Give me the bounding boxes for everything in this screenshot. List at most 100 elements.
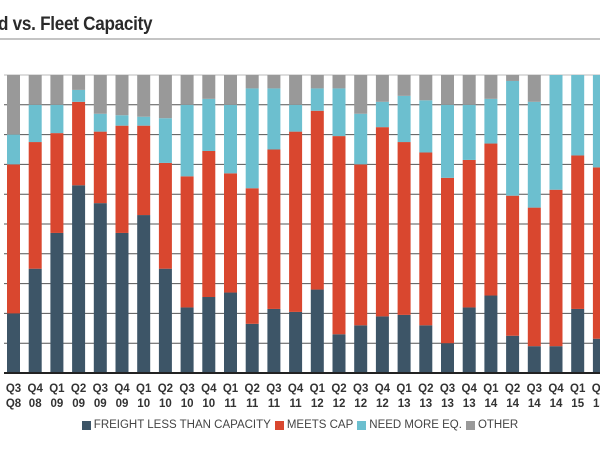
bar-segment-other-20	[441, 75, 454, 105]
x-tick-label: 13	[463, 398, 476, 410]
legend-label: FREIGHT LESS THAN CAPACITY	[93, 419, 271, 431]
bar-segment-meets-cap-0	[7, 164, 20, 314]
bar-segment-other-1	[28, 75, 42, 105]
bar-segment-meets-cap-16	[354, 164, 368, 326]
x-tick-label: Q8	[6, 398, 22, 410]
bar-segment-other-13	[289, 75, 303, 105]
x-tick-label: Q3	[440, 383, 455, 395]
bar-segment-other-16	[354, 75, 368, 114]
x-tick-label: 14	[528, 398, 541, 410]
bar-segment-other-24	[527, 75, 541, 102]
legend-swatch	[274, 420, 284, 430]
legend-swatch	[465, 420, 475, 430]
bar-segment-need-more-eq--13	[289, 104, 303, 132]
bar-segment-other-22	[484, 75, 498, 99]
x-tick-label: Q2	[71, 383, 86, 395]
x-tick-label: 10	[137, 398, 150, 410]
x-tick-label: 08	[29, 398, 42, 410]
legend-swatch	[81, 420, 91, 430]
bar-segment-meets-cap-14	[310, 110, 324, 290]
bar-segment-freight-less-than-capacity-21	[462, 307, 476, 373]
bar-segment-other-6	[137, 75, 151, 117]
bar-segment-meets-cap-7	[158, 162, 172, 269]
bar-segment-meets-cap-9	[202, 150, 216, 298]
bar-segment-meets-cap-12	[267, 149, 281, 309]
bar-segment-meets-cap-20	[441, 177, 454, 344]
bar-segment-need-more-eq--9	[202, 98, 216, 151]
x-tick-label: Q3	[266, 383, 281, 395]
x-tick-label: 14	[550, 398, 563, 410]
bar-segment-need-more-eq--15	[332, 88, 346, 137]
bar-segment-other-23	[506, 75, 520, 81]
bar-segment-meets-cap-15	[332, 136, 346, 335]
bar-segment-need-more-eq--17	[375, 101, 389, 128]
x-tick-label: Q1	[223, 383, 239, 395]
bar-segment-freight-less-than-capacity-20	[441, 343, 454, 373]
bar-segment-freight-less-than-capacity-6	[137, 215, 151, 373]
x-tick-label: 13	[398, 398, 411, 410]
bar-segment-need-more-eq--18	[397, 95, 411, 143]
bar-segment-other-12	[267, 75, 281, 89]
x-tick-label: 14	[485, 398, 498, 410]
bar-segment-freight-less-than-capacity-5	[115, 232, 129, 373]
stacked-bar-chart: Q3 Q8 Q4 08 Q1 09 Q2 09 Q3 09 Q4 09 Q1 10 Q2 10 Q3 10 Q4 10…	[4, 74, 600, 410]
bar-segment-meets-cap-24	[527, 207, 541, 347]
bar-segment-other-10	[224, 75, 237, 105]
x-tick-label: Q2	[592, 383, 600, 395]
x-tick-label: Q1	[136, 383, 152, 395]
bar-segment-other-5	[115, 75, 129, 116]
x-tick-label: 13	[419, 398, 432, 410]
legend-swatch	[357, 420, 367, 430]
bar-segment-freight-less-than-capacity-19	[419, 325, 433, 373]
bar-segment-meets-cap-11	[245, 188, 259, 324]
x-tick-label: 11	[224, 398, 237, 410]
bar-segment-need-more-eq--14	[310, 88, 324, 111]
bar-segment-need-more-eq--24	[527, 101, 541, 208]
x-tick-label: 09	[51, 398, 64, 410]
bar-segment-freight-less-than-capacity-3	[72, 185, 86, 373]
x-tick-label: Q3	[527, 383, 542, 395]
legend-label: MEETS CAP	[286, 419, 354, 431]
bar-segment-need-more-eq--16	[354, 113, 368, 165]
bar-segment-need-more-eq--2	[50, 104, 64, 134]
bar-segment-need-more-eq--19	[419, 100, 433, 153]
bar-segment-freight-less-than-capacity-22	[484, 295, 498, 373]
bar-segment-need-more-eq--25	[549, 75, 563, 190]
bar-segment-meets-cap-17	[375, 127, 389, 317]
x-tick-label: Q4	[462, 383, 478, 395]
legend-label: NEED MORE EQ.	[369, 419, 462, 431]
x-tick-label: Q1	[570, 383, 586, 395]
bar-segment-freight-less-than-capacity-26	[571, 308, 585, 373]
x-tick-label: Q4	[548, 383, 564, 395]
bar-segment-freight-less-than-capacity-2	[50, 232, 64, 373]
legend-item: NEED MORE EQ.	[357, 419, 462, 431]
legend: FREIGHT LESS THAN CAPACITY MEETS CAP NEED …	[0, 419, 600, 433]
bar-segment-freight-less-than-capacity-10	[224, 292, 237, 373]
bar-segment-other-0	[7, 75, 20, 135]
bar-segment-freight-less-than-capacity-11	[245, 323, 259, 373]
bar-segment-freight-less-than-capacity-18	[397, 314, 411, 373]
bar-segment-meets-cap-18	[397, 142, 411, 315]
bar-segment-freight-less-than-capacity-7	[158, 268, 172, 373]
x-tick-label: Q4	[201, 383, 217, 395]
bar-segment-need-more-eq--1	[28, 104, 42, 143]
bar-segment-freight-less-than-capacity-1	[28, 268, 42, 373]
bar-segment-meets-cap-4	[93, 131, 107, 204]
bar-segment-freight-less-than-capacity-9	[202, 297, 216, 373]
x-tick-label: 09	[116, 398, 129, 410]
bar-segment-need-more-eq--11	[245, 88, 259, 189]
x-tick-label: 11	[268, 398, 281, 410]
bar-segment-other-8	[180, 75, 194, 105]
x-tick-label: 11	[290, 398, 303, 410]
bar-segment-need-more-eq--23	[506, 80, 520, 196]
bar-segment-freight-less-than-capacity-24	[527, 346, 541, 373]
bar-segment-need-more-eq--3	[72, 89, 86, 102]
bar-segment-other-19	[419, 75, 433, 101]
bar-segment-freight-less-than-capacity-27	[592, 338, 600, 373]
x-tick-label: Q3	[93, 383, 108, 395]
bar-segment-freight-less-than-capacity-25	[549, 346, 563, 373]
bar-segment-meets-cap-22	[484, 143, 498, 296]
bar-segment-other-4	[93, 75, 107, 114]
x-tick-label: 11	[246, 398, 259, 410]
x-tick-label: Q3	[353, 383, 368, 395]
